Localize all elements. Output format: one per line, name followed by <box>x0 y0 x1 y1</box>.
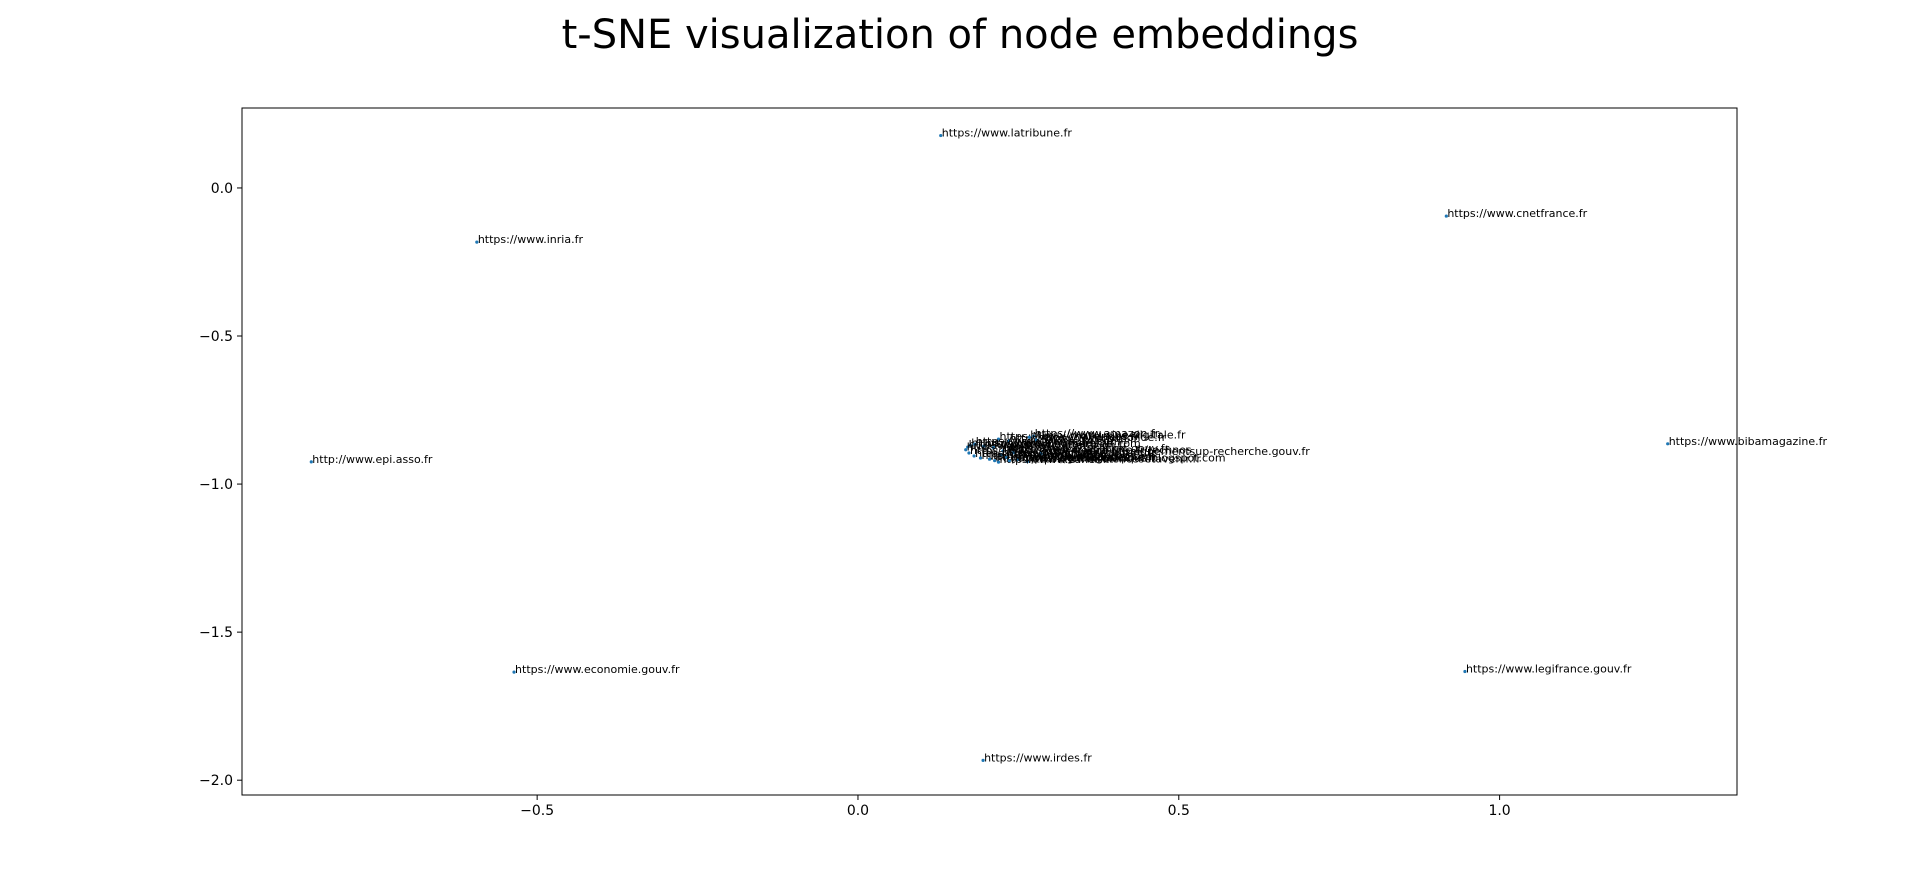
point-label: https://www.liberation.fr <box>994 439 1127 452</box>
scatter-point <box>982 444 986 448</box>
scatter-point <box>987 457 992 461</box>
point-label: https://www.irdes.fr <box>984 751 1092 764</box>
scatter-point <box>964 448 968 452</box>
point-label: https://www.20minutes.fr <box>971 436 1111 449</box>
scatter-point <box>1011 451 1015 455</box>
point-label: https://www.challenges.fr <box>999 430 1139 443</box>
scatter-point <box>999 453 1003 457</box>
scatter-point <box>1007 459 1011 463</box>
point-label: https://www.cnetfrance.fr <box>1447 207 1587 220</box>
scatter-point <box>991 446 995 450</box>
plot-area: −0.5 0.0 0.5 1.0 0.0 −0.5 −1.0 −1.5 −2.0 https://… <box>199 107 1828 819</box>
point-label: https://www.legifrance.gouv.fr <box>1466 663 1632 676</box>
point-label: https://www.sciencesetavenir.fr <box>1028 453 1201 466</box>
point-label: https://www.lesechos.fr <box>1010 432 1139 445</box>
point-label: https://www.nouvelobs.com <box>982 449 1134 462</box>
y-tick-label: −1.5 <box>199 625 233 641</box>
point-label: https://www.usine-digitale.fr <box>1030 428 1186 441</box>
point-label: https://www.huffingtonpost.fr <box>996 452 1158 465</box>
x-tick-label: 1.0 <box>1488 803 1510 819</box>
scatter-point <box>967 451 971 455</box>
point-label: https://www.bibamagazine.fr <box>1669 435 1828 448</box>
scatter-point <box>1027 435 1031 439</box>
scatter-point <box>1463 669 1467 674</box>
point-label: https://www.arcep.fr <box>1007 448 1119 461</box>
scatter-point <box>1025 459 1029 464</box>
y-tick-label: −2.0 <box>199 773 233 789</box>
scatter-point <box>1032 434 1036 438</box>
point-label: http://www.epi.asso.fr <box>312 453 433 466</box>
point-label: https://www.inria.fr <box>478 233 584 246</box>
point-label: https://www.france24.com <box>976 435 1121 448</box>
point-label: https://www.cnil.fr <box>967 441 1067 454</box>
scatter-point <box>1007 439 1011 443</box>
point-label: https://www.education.gouv.fr <box>1004 442 1170 455</box>
scatter-point <box>1001 449 1005 453</box>
y-tick-label: −1.0 <box>199 477 233 493</box>
point-label: https://www.latribune.fr/technos <box>1014 444 1192 457</box>
point-label: https://www.enseignementsup-recherche.go… <box>1042 445 1310 458</box>
scatter-point <box>309 460 313 464</box>
point-label: https://www.numerama.com <box>985 437 1141 450</box>
scatter-point <box>972 454 976 458</box>
x-tick-label: −0.5 <box>520 803 554 819</box>
chart-title: t-SNE visualization of node embeddings <box>562 12 1359 58</box>
point-label: https://www.zdnet.fr <box>999 453 1111 466</box>
scatter-point <box>1015 458 1019 462</box>
scatter-point <box>968 443 972 447</box>
point-label: https://www.journaldunet.com <box>991 450 1157 463</box>
x-tick-label: 0.0 <box>847 803 869 819</box>
y-tick-label: 0.0 <box>211 181 233 197</box>
scatter-point <box>981 758 985 762</box>
scatter-point <box>1666 442 1670 446</box>
point-label: https://www.ouest-france.fr <box>970 444 1121 457</box>
scatter-point <box>939 133 943 138</box>
scatter-point <box>1034 438 1038 442</box>
scatter-point <box>1039 452 1043 456</box>
scatter-point <box>996 437 1001 441</box>
scatter-point <box>973 442 977 446</box>
y-tick-label: −0.5 <box>199 329 233 345</box>
x-tick-label: 0.5 <box>1168 803 1190 819</box>
point-label: https://www.lefigaro.fr <box>969 438 1092 451</box>
point-label: https://www.ladepeche.fr <box>1018 451 1156 464</box>
axes-frame <box>241 107 1738 796</box>
scatter-point <box>512 670 516 674</box>
point-label: https://www.franceculture.fr <box>1002 446 1157 459</box>
point-label: https://www.latribune.fr <box>942 127 1073 140</box>
point-label: https://blog.informatique.blogspot.com <box>1010 452 1225 465</box>
scatter-point <box>996 460 1001 464</box>
scatter-point <box>475 240 479 244</box>
point-label: https://www.lemonde.fr <box>1037 431 1166 444</box>
point-label: https://www.economie.gouv.fr <box>515 663 680 676</box>
scatter-point <box>1444 214 1448 218</box>
scatter-point <box>1004 455 1008 459</box>
scatter-point <box>993 459 997 463</box>
scatter-point <box>966 445 970 449</box>
point-label: https://www.amazon.fr <box>1035 427 1160 440</box>
scatter-point <box>978 456 983 460</box>
